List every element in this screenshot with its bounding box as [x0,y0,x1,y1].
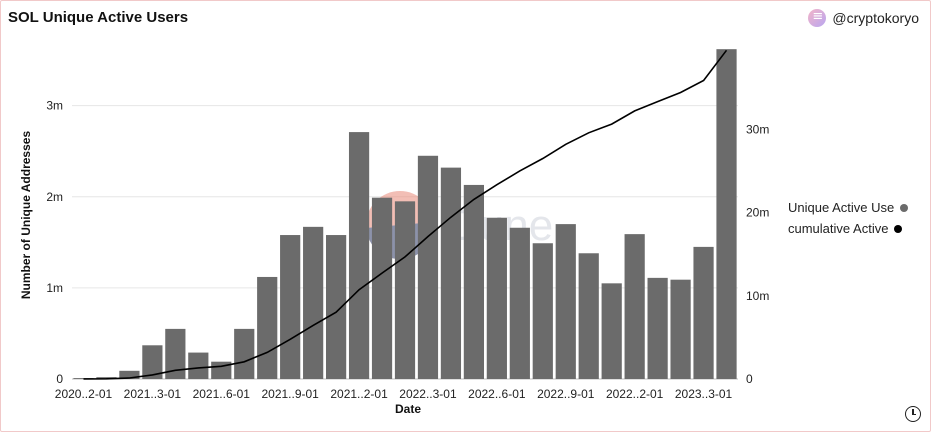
avatar-icon [808,9,827,27]
bar [670,279,691,379]
author-badge[interactable]: @cryptokoryo [808,9,919,27]
bar [73,378,94,379]
bar [188,352,209,379]
bar [601,283,622,379]
x-tick-label: 2022..3-01 [399,387,457,401]
y-axis-title: Number of Unique Addresses [19,131,33,300]
x-tick-label: 2021..2-01 [330,387,388,401]
x-axis-ticks: 2020..2-01 2021..3-01 2021..6-01 2021..9-01… [55,387,733,401]
clock-icon[interactable] [905,406,921,422]
left-tick-label: 0 [56,372,63,386]
legend: Unique Active Use cumulative Active [788,197,909,239]
bar [647,277,668,379]
legend-item-bars[interactable]: Unique Active Use [788,197,909,218]
bar [578,253,599,379]
legend-label-bars: Unique Active Use [788,200,895,215]
bar [371,197,393,379]
legend-dot-bars [900,203,909,212]
bar [716,49,737,380]
bar [394,201,416,379]
chart-title: SOL Unique Active Users [8,9,189,26]
x-tick-label: 2020..2-01 [55,387,113,401]
bar [624,234,645,379]
bar [348,132,370,379]
left-tick-label: 1m [46,281,63,295]
bar [693,246,714,379]
legend-label-line: cumulative Active [788,221,889,236]
bar [532,243,553,379]
x-tick-label: 2022..9-01 [537,387,595,401]
x-tick-label: 2023..3-01 [675,387,733,401]
right-axis-ticks: 0 10m 20m 30m [746,122,769,386]
bar [440,167,462,379]
bar [119,370,140,379]
x-tick-label: 2021..3-01 [124,387,182,401]
bar [234,328,255,379]
x-tick-label: 2021..6-01 [193,387,251,401]
left-tick-label: 2m [46,190,63,204]
bar [509,227,530,379]
right-tick-label: 20m [746,206,769,220]
left-axis-ticks: 0 1m 2m 3m [46,99,63,386]
bar [463,184,485,379]
author-name[interactable]: @cryptokoryo [832,10,919,26]
bar [303,226,324,379]
bar [142,345,163,379]
x-axis-title: Date [395,402,421,416]
bar [325,235,347,379]
right-tick-label: 0 [746,372,753,386]
bar [417,155,439,379]
bar [257,276,278,379]
bar [555,224,576,379]
x-tick-label: 2021..9-01 [261,387,319,401]
right-tick-label: 10m [746,289,769,303]
bar [165,328,186,379]
left-tick-label: 3m [46,99,63,113]
legend-dot-line [894,224,903,233]
right-tick-label: 30m [746,122,769,136]
bar [280,235,301,379]
bars [73,49,737,380]
cumulative-line [83,49,728,380]
x-tick-label: 2022..2-01 [606,387,664,401]
x-tick-label: 2022..6-01 [468,387,526,401]
legend-item-line[interactable]: cumulative Active [788,218,908,239]
bar [486,217,507,379]
